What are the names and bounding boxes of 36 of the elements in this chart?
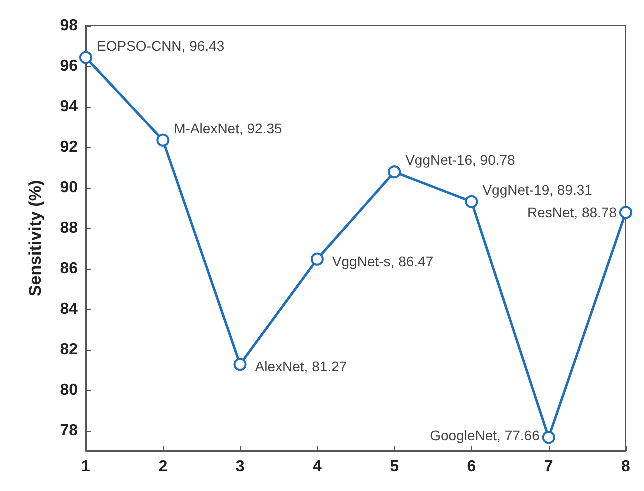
y-tick-label: 82 [60,341,78,358]
annotation: ResNet, 88.78 [528,204,618,221]
point [388,166,402,179]
annotation: VggNet-s, 86.47 [332,253,434,270]
point [234,358,247,372]
y-tick-label: 98 [60,18,78,34]
x-tick-label: 5 [390,458,400,476]
x-tick-label: 2 [158,458,168,476]
x-tick-label: 7 [544,458,554,476]
x-tick-label: 1 [82,458,91,476]
annotation: M-AlexNet, 92.35 [174,120,283,136]
y-tick-label: 84 [60,300,78,318]
x-tick-label: 8 [622,458,631,476]
x-tick-label: 4 [312,458,322,476]
x-tick-label: 6 [467,458,476,476]
point [80,51,92,64]
annotation: GoogleNet, 77.66 [430,428,540,444]
point [620,206,632,220]
y-tick-label: 92 [60,138,78,156]
y-tick-label: 88 [60,220,78,237]
point [156,134,170,147]
point [542,431,556,444]
y-tick-label: 90 [60,179,78,196]
annotation: VggNet-16, 90.78 [406,152,516,168]
y-axis-title: Sensitivity (%) [26,180,45,297]
y-tick-label: 94 [60,98,78,116]
x-tick-label: 3 [236,458,245,476]
annotation: VggNet-19, 89.31 [482,182,593,198]
y-tick-label: 96 [60,58,78,75]
y-tick-label: 80 [60,382,78,399]
point [465,195,478,208]
y-tick-label: 86 [60,260,78,278]
y-tick-label: 78 [60,422,78,440]
point [310,252,324,266]
annotation: EOPSO-CNN, 96.43 [97,38,225,54]
annotation: AlexNet, 81.27 [255,358,348,375]
